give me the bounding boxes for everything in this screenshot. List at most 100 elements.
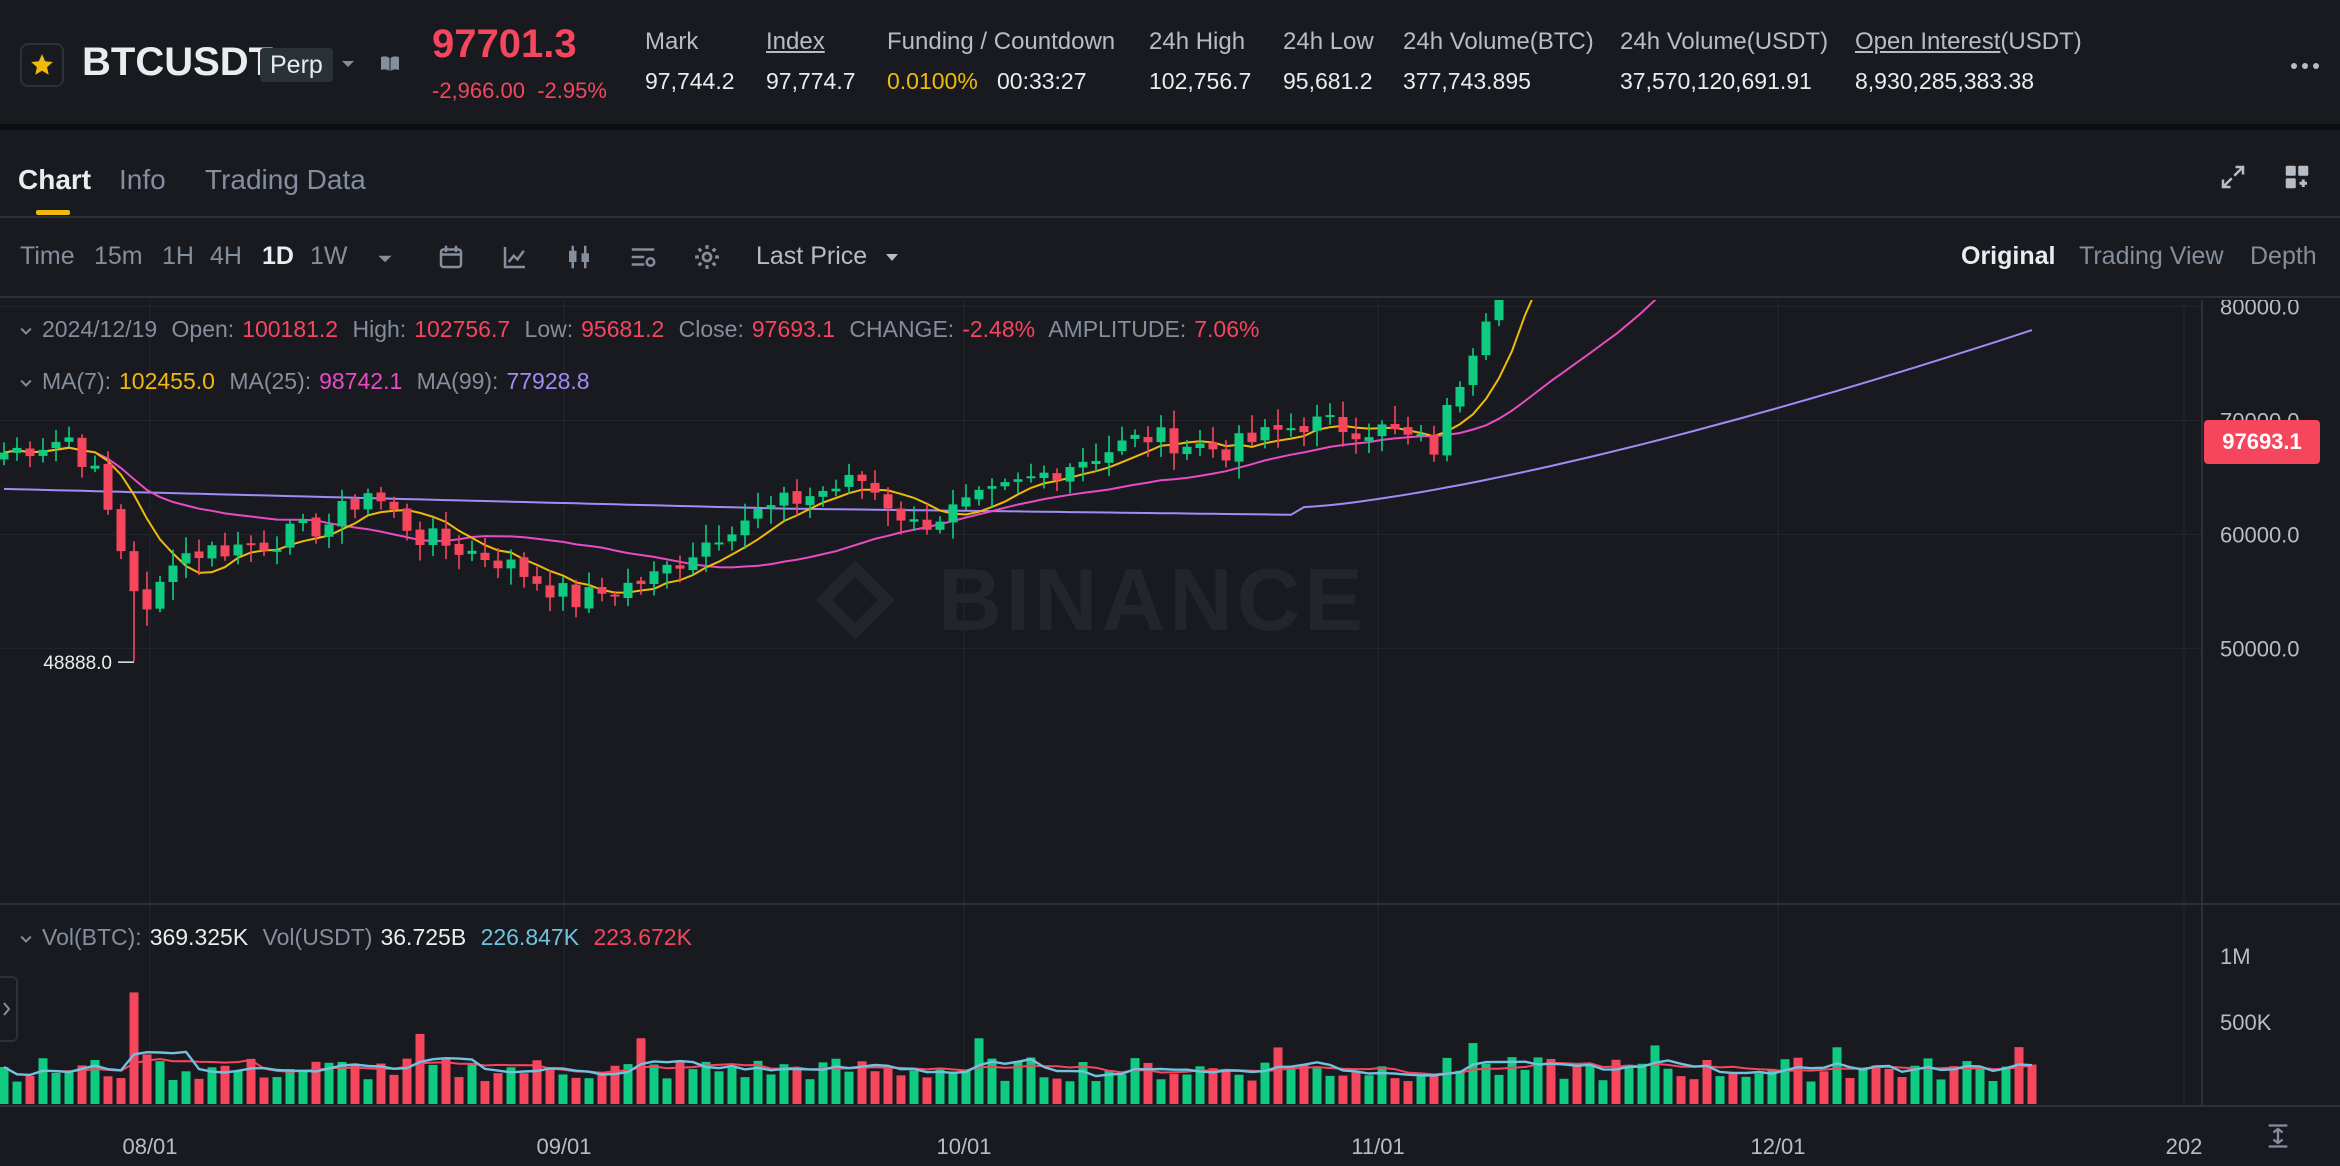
volume-bars: [0, 992, 2037, 1104]
volume-bar: [1819, 1071, 1829, 1104]
sidebar-toggle[interactable]: [0, 976, 18, 1042]
calendar-icon[interactable]: [436, 242, 466, 272]
volume-bar: [1884, 1068, 1894, 1104]
candle-body: [285, 523, 295, 548]
stat-label[interactable]: Open Interest(USDT): [1855, 28, 2082, 56]
volume-bar: [1923, 1058, 1933, 1104]
candle-body: [220, 545, 230, 557]
stat-index[interactable]: Index 97,774.7: [766, 28, 856, 95]
open-interest-unit: (USDT): [2000, 28, 2082, 55]
tab-trading-data[interactable]: Trading Data: [205, 164, 366, 195]
candle-body: [103, 463, 113, 510]
volume-bar: [1039, 1077, 1049, 1104]
tab-chart[interactable]: Chart: [18, 164, 92, 195]
candle-body: [272, 549, 282, 552]
volume-tick-label: 1M: [2220, 944, 2251, 969]
volume-bar: [1910, 1065, 1920, 1104]
volume-bar: [1585, 1064, 1595, 1104]
vol-usdt-value: 36.725B: [380, 924, 467, 950]
volume-bar: [129, 992, 139, 1104]
layout-icon[interactable]: [2282, 162, 2312, 192]
volume-bar: [1143, 1062, 1153, 1104]
view-depth[interactable]: Depth: [2250, 242, 2317, 270]
symbol-name[interactable]: BTCUSDT: [82, 40, 274, 84]
view-original[interactable]: Original: [1961, 242, 2056, 270]
stat-label[interactable]: Index: [766, 28, 825, 55]
volume-bar: [272, 1077, 282, 1104]
candle-body: [1390, 423, 1400, 430]
change-value: -2.48%: [962, 316, 1036, 342]
chevron-down-icon[interactable]: [18, 323, 34, 339]
timeframe-15m[interactable]: 15m: [94, 242, 143, 270]
timeframe-4h[interactable]: 4H: [210, 242, 242, 270]
chevron-down-icon[interactable]: [374, 248, 396, 270]
volume-bar: [1715, 1076, 1725, 1104]
contract-type-badge: Perp: [260, 48, 333, 82]
chart-style-icon[interactable]: [628, 242, 658, 272]
fit-screen-icon[interactable]: [2264, 1122, 2292, 1150]
volume-bar: [337, 1061, 347, 1104]
candle-body: [1156, 427, 1166, 443]
volume-bar: [961, 1070, 971, 1104]
candle-body: [207, 545, 217, 559]
volume-bar: [1130, 1058, 1140, 1104]
stat-24h-volume-btc: 24h Volume(BTC) 377,743.895: [1403, 28, 1594, 95]
volume-bar: [1793, 1057, 1803, 1104]
price-source-select[interactable]: Last Price: [756, 242, 902, 271]
volume-bar: [207, 1067, 217, 1104]
time-tick-label: 11/01: [1351, 1134, 1404, 1159]
timeframe-1w[interactable]: 1W: [310, 242, 348, 270]
candle-body: [545, 585, 555, 598]
ma99-value: 77928.8: [506, 368, 590, 394]
candle-body: [1234, 433, 1244, 462]
volume-bar: [1286, 1068, 1296, 1104]
expand-icon[interactable]: [2218, 162, 2248, 192]
view-trading-view[interactable]: Trading View: [2079, 242, 2224, 270]
candle-body: [1013, 479, 1023, 482]
volume-bar: [1026, 1057, 1036, 1104]
volume-bar: [727, 1067, 737, 1104]
volume-bar: [1949, 1066, 1959, 1104]
timeframe-1d[interactable]: 1D: [262, 242, 294, 270]
volume-bar: [428, 1064, 438, 1104]
volume-bar: [389, 1074, 399, 1104]
stat-label: 24h Volume(USDT): [1620, 28, 1829, 55]
indicator-icon[interactable]: [500, 242, 530, 272]
candle-body: [1364, 437, 1374, 441]
chevron-down-icon[interactable]: [18, 931, 34, 947]
candle-body: [181, 553, 191, 564]
volume-bar: [909, 1070, 919, 1104]
stat-value: 102,756.7: [1149, 68, 1252, 94]
candle-body: [90, 465, 100, 469]
chevron-down-icon[interactable]: [18, 375, 34, 391]
candle-body: [935, 521, 945, 530]
gear-icon[interactable]: [692, 242, 722, 272]
chevron-down-icon[interactable]: [338, 54, 358, 74]
volume-bar: [194, 1078, 204, 1104]
volume-bar: [324, 1062, 334, 1104]
price-tick-label: 80000.0: [2220, 300, 2300, 319]
tab-info[interactable]: Info: [119, 164, 166, 195]
open-interest-link[interactable]: Open Interest: [1855, 28, 2001, 55]
volume-bar: [90, 1060, 100, 1104]
volume-bar: [1442, 1057, 1452, 1104]
candle-body: [1429, 434, 1439, 455]
min-price-label: 48888.0: [43, 653, 112, 674]
candle-body: [1481, 321, 1491, 356]
price-chart[interactable]: BINANCE 108366.848888.0 90000.080000.070…: [0, 300, 2340, 1166]
volume-bar: [311, 1061, 321, 1104]
stat-open-interest[interactable]: Open Interest(USDT) 8,930,285,383.38: [1855, 28, 2082, 95]
watermark-group: BINANCE: [815, 550, 1363, 649]
favorite-button[interactable]: [20, 43, 64, 87]
candle-body: [1117, 440, 1127, 452]
candle-body: [532, 576, 542, 584]
more-icon[interactable]: [2290, 62, 2320, 70]
volume-bar: [1000, 1080, 1010, 1104]
volume-bar: [2001, 1066, 2011, 1104]
timeframe-1h[interactable]: 1H: [162, 242, 194, 270]
candlestick-icon[interactable]: [564, 242, 594, 272]
candle-body: [844, 474, 854, 487]
book-icon[interactable]: [378, 52, 402, 76]
active-tab-indicator: [36, 210, 70, 215]
timeframe-time[interactable]: Time: [20, 242, 75, 270]
